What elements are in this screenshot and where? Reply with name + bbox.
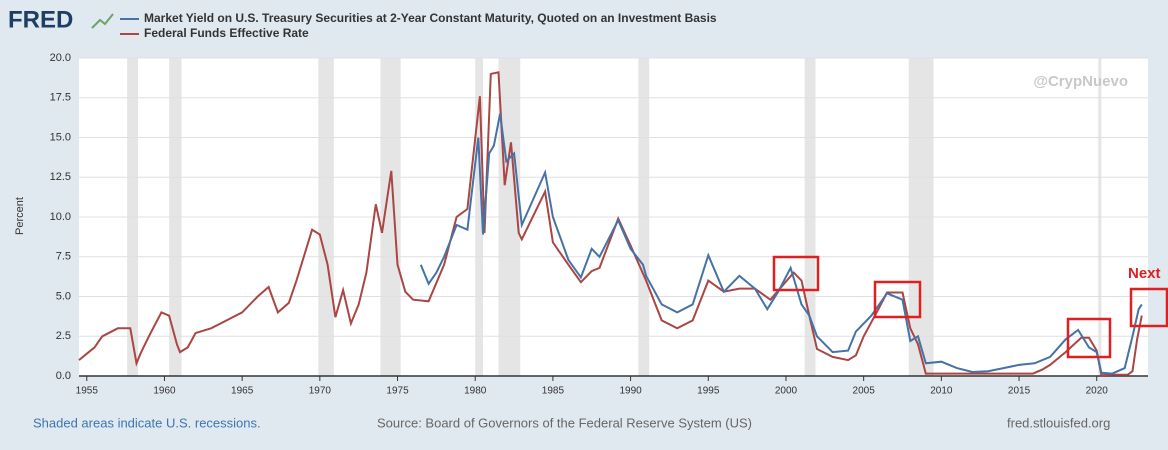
x-tick-label: 1990 — [619, 386, 642, 397]
x-tick-label: 1955 — [76, 386, 99, 397]
footer-source: Source: Board of Governors of the Federa… — [377, 415, 752, 430]
x-tick-label: 2010 — [930, 386, 953, 397]
x-tick-label: 1960 — [153, 386, 176, 397]
footer-note: Shaded areas indicate U.S. recessions. — [33, 415, 261, 430]
y-tick-label: 2.5 — [56, 330, 71, 342]
x-tick-label: 1985 — [542, 386, 565, 397]
y-tick-label: 5.0 — [56, 290, 71, 302]
highlight-box — [873, 280, 922, 319]
y-tick-label: 10.0 — [50, 211, 71, 223]
x-tick-label: 2015 — [1008, 386, 1031, 397]
legend-label: Federal Funds Effective Rate — [144, 26, 309, 40]
series-line — [78, 71, 1143, 377]
y-tick-label: 7.5 — [56, 251, 71, 263]
highlight-box — [1066, 317, 1112, 359]
y-axis-label: Percent — [14, 197, 26, 235]
footer-url: fred.stlouisfed.org — [1007, 415, 1110, 430]
logo: FRED — [8, 6, 73, 33]
plot: 0.0 2.5 5.0 7.5 10.0 12.5 15.0 17.5 20.0 1955 1960… — [50, 52, 1148, 397]
y-tick-label: 15.0 — [50, 131, 71, 143]
y-tick-label: 0.0 — [56, 370, 71, 382]
y-tick-label: 20.0 — [50, 52, 71, 64]
watermark: @CrypNuevo — [1033, 73, 1128, 90]
legend-label: Market Yield on U.S. Treasury Securities… — [144, 11, 717, 25]
x-tick-label: 2005 — [853, 386, 876, 397]
x-tick-label: 2020 — [1086, 386, 1109, 397]
annotation: Next — [1128, 265, 1161, 282]
x-tick-label: 1975 — [386, 386, 409, 397]
y-tick-label: 17.5 — [50, 92, 71, 104]
highlight-box — [1129, 287, 1168, 328]
x-tick-label: 1980 — [464, 386, 487, 397]
x-tick-label: 1965 — [231, 386, 254, 397]
y-tick-label: 12.5 — [50, 171, 71, 183]
x-tick-label: 1970 — [309, 386, 332, 397]
logo-icon — [91, 13, 114, 29]
series-line — [419, 113, 1143, 375]
highlight-boxes — [772, 255, 1168, 359]
x-tick-label: 1995 — [697, 386, 720, 397]
highlight-box — [772, 255, 820, 292]
x-tick-label: 2000 — [775, 386, 798, 397]
